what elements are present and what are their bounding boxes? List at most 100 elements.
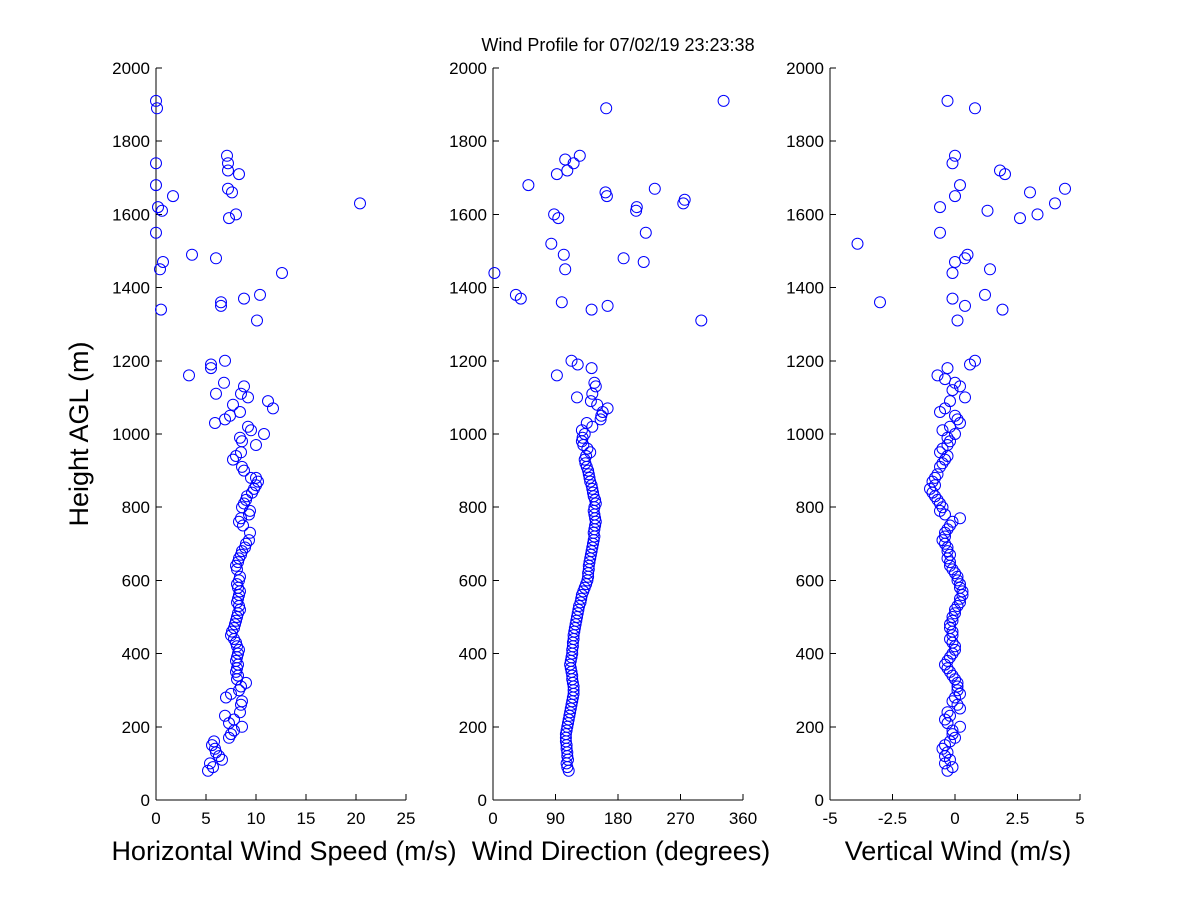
vertical-wind-data-point (949, 190, 961, 203)
horizontal-speed-data-point (242, 391, 254, 404)
vertical-wind-x-tick-label: 0 (950, 809, 959, 828)
horizontal-speed-y-tick-label: 2000 (112, 59, 150, 78)
vertical-wind-data-point (969, 102, 981, 115)
vertical-wind-data-point (951, 574, 964, 587)
wind-direction-y-tick-label: 1000 (449, 425, 487, 444)
horizontal-speed-data-point (227, 398, 239, 411)
wind-direction-data-point (545, 237, 558, 250)
vertical-wind-data-point (1049, 197, 1061, 210)
wind-direction-data-point (586, 387, 599, 400)
wind-direction-data-point (600, 190, 613, 203)
horizontal-speed-data-point (243, 508, 255, 521)
horizontal-speed-data-point (250, 439, 262, 451)
horizontal-speed-data-point (238, 464, 250, 477)
horizontal-speed-data-point (234, 706, 246, 719)
horizontal-speed-data-point (186, 248, 198, 261)
vertical-wind-y-tick-label: 1800 (786, 132, 824, 151)
wind-direction-y-tick-label: 1200 (449, 352, 487, 371)
wind-direction-data-point (561, 164, 574, 177)
horizontal-speed-data-point (222, 157, 234, 170)
wind-direction-y-tick-label: 400 (459, 645, 487, 664)
vertical-wind-x-tick-label: 5 (1075, 809, 1084, 828)
vertical-wind-data-point (996, 303, 1009, 316)
vertical-wind-y-tick-label: 1000 (786, 425, 824, 444)
horizontal-speed-data-point (223, 212, 235, 225)
vertical-wind-data-point (944, 556, 956, 569)
wind-direction-data-point (584, 395, 597, 408)
wind-direction-data-point (585, 303, 598, 316)
horizontal-speed-y-tick-label: 1200 (112, 352, 150, 371)
horizontal-speed-data-point (236, 720, 248, 733)
vertical-wind-data-point (951, 676, 964, 689)
vertical-wind-data-point (979, 288, 991, 301)
vertical-wind-data-point (936, 501, 949, 514)
wind-direction-data-point (639, 226, 652, 239)
horizontal-speed-y-tick-label: 1600 (112, 205, 150, 224)
wind-direction-data-point (550, 369, 563, 382)
wind-direction-data-point (560, 757, 573, 770)
vertical-wind-data-point (954, 380, 966, 393)
horizontal-speed-data-point (235, 387, 247, 400)
vertical-wind-data-point (936, 457, 949, 470)
wind-direction-data-point (586, 482, 599, 495)
wind-direction-data-point (585, 362, 598, 375)
vertical-wind-data-point (941, 552, 954, 565)
wind-direction-y-tick-label: 800 (459, 498, 487, 517)
horizontal-speed-panel: 0 200 400 600 800 1000 1200 1400 1600 1800 2000 0 5 1… (64, 59, 457, 866)
vertical-wind-data-point (954, 702, 966, 715)
vertical-wind-data-point (941, 523, 954, 536)
horizontal-speed-data-point (209, 417, 221, 429)
horizontal-speed-data-point (219, 709, 231, 722)
wind-direction-data-point (514, 292, 527, 305)
horizontal-speed-x-tick-label: 5 (201, 809, 210, 828)
horizontal-speed-data-point (202, 764, 214, 777)
wind-direction-data-point (695, 314, 708, 327)
vertical-wind-y-tick-label: 800 (796, 498, 824, 517)
vertical-wind-data-point (949, 256, 961, 268)
wind-direction-y-tick-label: 0 (478, 791, 487, 810)
vertical-wind-data-point (956, 589, 969, 601)
wind-direction-data-point (578, 453, 591, 466)
vertical-wind-x-tick-label: -5 (822, 809, 837, 828)
vertical-wind-x-tick-label: -2.5 (878, 809, 907, 828)
horizontal-speed-data-point (183, 369, 195, 382)
vertical-wind-data-point (941, 764, 954, 777)
vertical-wind-data-point (999, 168, 1011, 181)
vertical-wind-data-point (934, 460, 946, 473)
wind-direction-data-point (567, 157, 580, 170)
horizontal-speed-data-point (227, 453, 239, 466)
horizontal-speed-x-axis-label: Horizontal Wind Speed (m/s) (111, 836, 456, 866)
horizontal-speed-y-tick-label: 800 (122, 498, 150, 517)
vertical-wind-data-point (941, 654, 954, 667)
horizontal-speed-data-point (210, 746, 222, 759)
wind-direction-data-point (573, 149, 586, 162)
horizontal-speed-data-point (150, 226, 162, 239)
horizontal-speed-data-point (243, 534, 255, 547)
vertical-wind-data-point (944, 435, 956, 448)
vertical-wind-data-point (949, 673, 961, 686)
vertical-wind-y-tick-label: 1400 (786, 279, 824, 298)
wind-direction-data-point (552, 212, 565, 225)
vertical-wind-data-point (941, 431, 954, 444)
wind-direction-data-point (522, 179, 535, 192)
horizontal-speed-data-point (244, 526, 256, 539)
vertical-wind-data-point (929, 471, 941, 484)
vertical-wind-data-point (959, 391, 971, 404)
wind-direction-data-point (562, 764, 575, 777)
vertical-wind-data-point (1014, 212, 1026, 225)
vertical-wind-data-point (961, 248, 974, 261)
wind-direction-data-point (594, 413, 607, 426)
horizontal-speed-data-point (222, 182, 234, 195)
horizontal-speed-y-tick-label: 600 (122, 571, 150, 590)
horizontal-speed-x-tick-label: 20 (347, 809, 366, 828)
vertical-wind-data-point (946, 611, 959, 623)
horizontal-speed-x-tick-label: 25 (397, 809, 416, 828)
vertical-wind-data-point (951, 570, 964, 583)
wind-direction-data-point (583, 471, 596, 484)
wind-direction-data-point (571, 391, 583, 404)
vertical-wind-data-point (874, 296, 886, 309)
horizontal-speed-data-point (233, 515, 245, 528)
